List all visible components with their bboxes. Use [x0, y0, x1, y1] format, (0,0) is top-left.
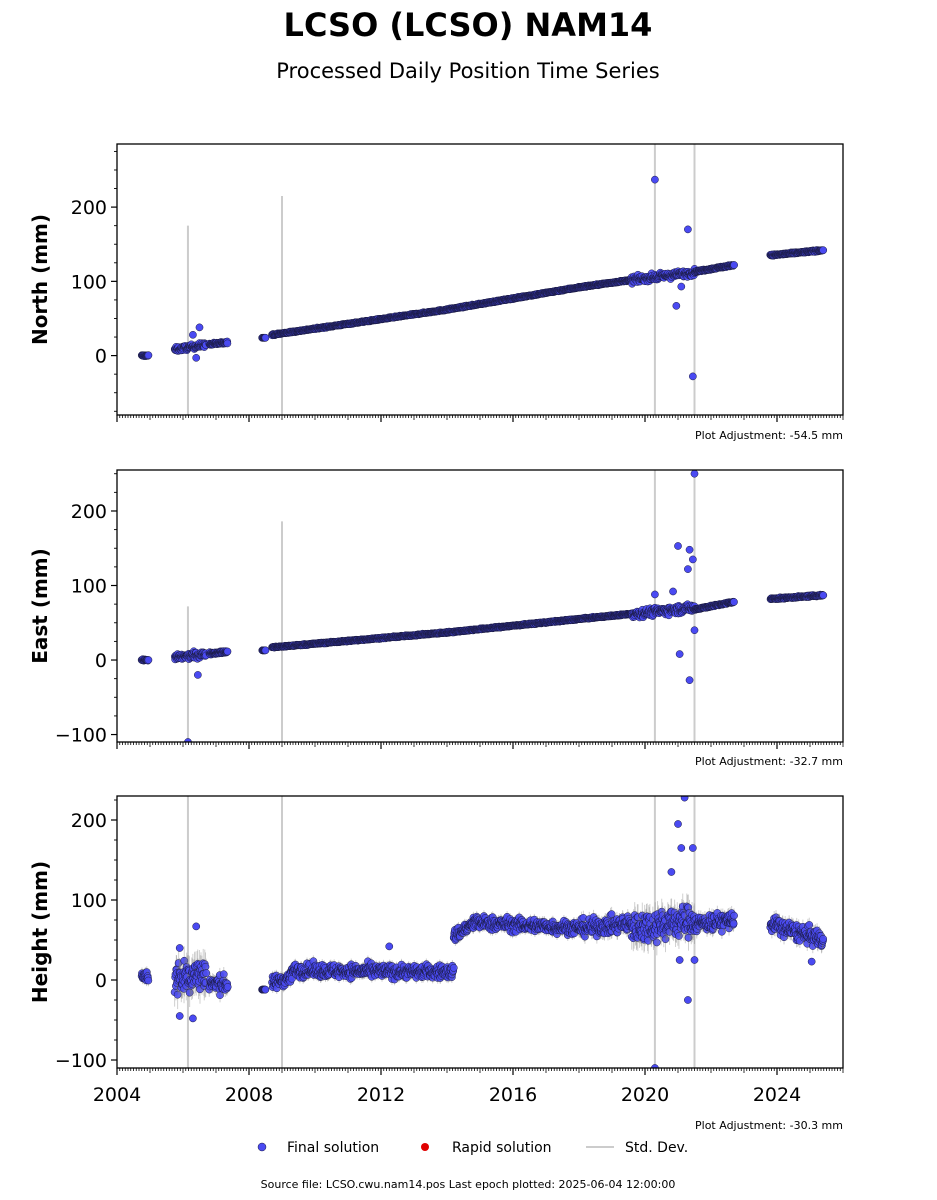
outlier-point — [690, 626, 699, 635]
y-tick-label: 0 — [95, 650, 107, 672]
outlier-point — [184, 738, 192, 742]
outlier-point — [674, 542, 682, 550]
outlier-point — [690, 470, 699, 478]
outlier-point — [689, 372, 697, 381]
y-tick-label: 0 — [95, 346, 107, 368]
data-point — [730, 598, 738, 606]
data-point — [730, 261, 738, 269]
outlier-point — [195, 323, 204, 332]
outlier-point — [689, 555, 697, 564]
data-point — [185, 988, 194, 997]
y-axis-label: East (mm) — [28, 548, 52, 664]
panel-0: 0 100 200 North (mm) Plot Adjustment: -54.5 … — [28, 143, 844, 442]
outlier-point — [194, 671, 202, 679]
data-point — [261, 646, 270, 655]
outlier-point — [684, 225, 692, 234]
data-point — [144, 976, 153, 985]
data-point — [173, 990, 182, 999]
data-point — [216, 991, 224, 999]
data-point — [223, 983, 232, 991]
data-point — [219, 970, 228, 979]
data-point — [223, 339, 232, 348]
y-tick-label: 200 — [71, 501, 107, 523]
outlier-point — [675, 650, 684, 658]
data-point — [202, 969, 211, 977]
y-tick-label: −100 — [55, 725, 107, 747]
outlier-point — [189, 330, 197, 339]
outlier-point — [672, 302, 681, 310]
plot-adjustment-label: Plot Adjustment: -32.7 mm — [695, 755, 843, 768]
y-tick-label: 100 — [71, 576, 107, 598]
y-tick-label: 200 — [71, 197, 107, 219]
data-point — [819, 246, 828, 255]
plot-area-2 — [137, 796, 827, 1068]
y-tick-label: 100 — [71, 271, 107, 293]
panel-1: −100 0 100 200 East (mm) Plot Adjustment: -32… — [28, 469, 844, 768]
outlier-point — [685, 676, 694, 684]
plot-area-0 — [137, 144, 828, 415]
outlier-point — [677, 282, 686, 291]
data-point — [223, 647, 232, 656]
y-axis-label: North (mm) — [28, 214, 52, 345]
chart-title: LCSO (LCSO) NAM14 — [284, 6, 653, 44]
plot-adjustment-label: Plot Adjustment: -54.5 mm — [695, 429, 843, 442]
outlier-point — [651, 175, 659, 184]
chart-subtitle: Processed Daily Position Time Series — [276, 59, 660, 83]
panel-frame — [116, 143, 844, 416]
data-point — [261, 333, 270, 342]
plot-area-1 — [137, 470, 828, 742]
outlier-point — [669, 587, 677, 596]
outlier-point — [651, 590, 659, 599]
data-point — [144, 351, 153, 360]
outlier-point — [192, 353, 201, 362]
outlier-point — [684, 565, 692, 573]
data-point — [819, 591, 828, 600]
data-point — [261, 985, 270, 994]
outlier-point — [685, 545, 694, 554]
data-point — [144, 656, 153, 664]
